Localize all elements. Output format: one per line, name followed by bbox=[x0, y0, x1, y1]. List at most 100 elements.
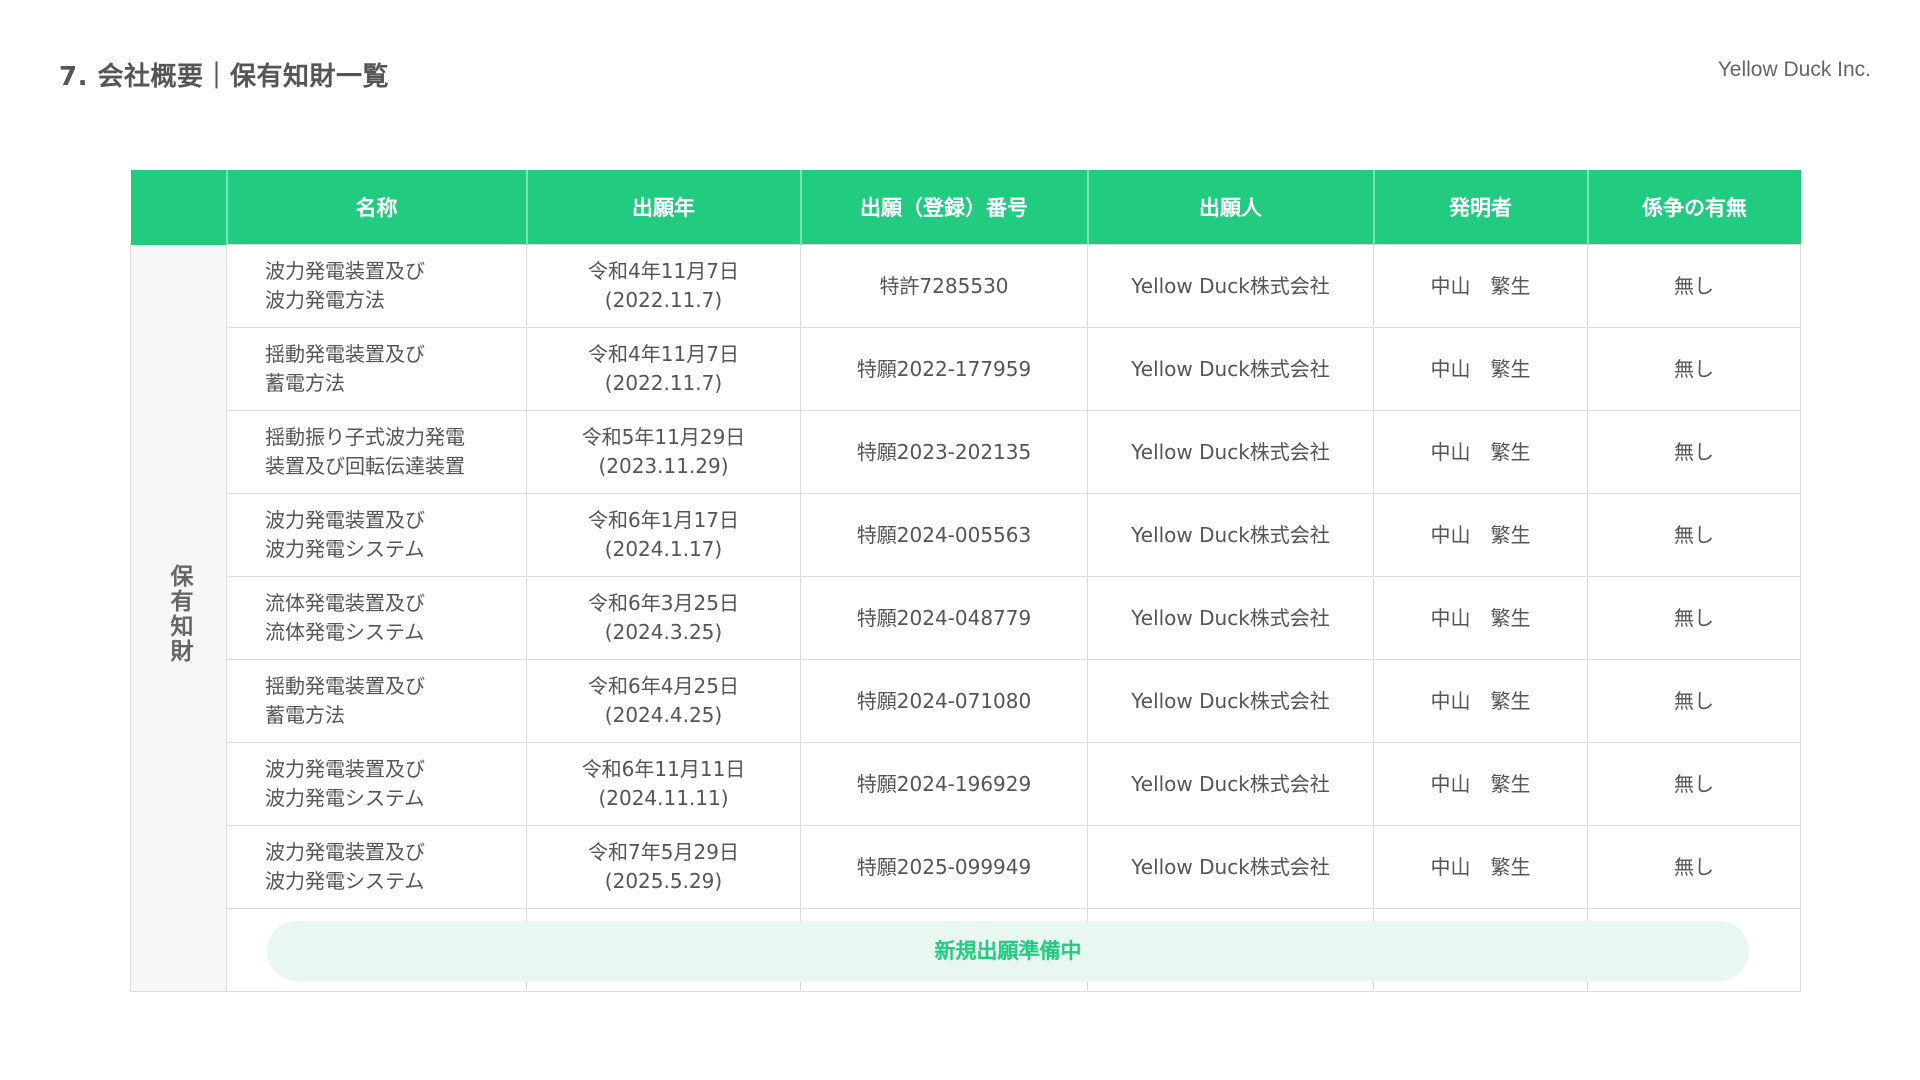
dispute-status: 無し bbox=[1587, 244, 1801, 328]
page-title: 7. 会社概要｜保有知財一覧 bbox=[59, 62, 390, 92]
inventor: 中山 繁生 bbox=[1373, 493, 1588, 577]
inventor: 中山 繁生 bbox=[1373, 659, 1588, 743]
patent-name-line: 揺動発電装置及び bbox=[265, 674, 425, 698]
header-side bbox=[130, 170, 227, 245]
inventor: 中山 繁生 bbox=[1373, 742, 1588, 826]
filing-date-jp: 令和7年5月29日 bbox=[588, 840, 739, 864]
patent-name-line: 波力発電システム bbox=[265, 786, 425, 810]
patent-name: 波力発電装置及び 波力発電方法 bbox=[226, 244, 527, 328]
filing-date-ad: (2022.11.7) bbox=[604, 288, 723, 312]
table-row: 波力発電装置及び 波力発電システム 令和6年1月17日 (2024.1.17) 特願20… bbox=[131, 493, 1801, 577]
applicant: Yellow Duck株式会社 bbox=[1087, 659, 1374, 743]
header-inventor: 発明者 bbox=[1372, 170, 1588, 245]
company-name: Yellow Duck Inc. bbox=[1717, 58, 1871, 81]
header-number: 出願（登録）番号 bbox=[799, 170, 1088, 245]
patent-name-line: 揺動振り子式波力発電 bbox=[265, 425, 465, 449]
filing-date: 令和6年11月11日 (2024.11.11) bbox=[526, 742, 801, 826]
table-header-row: 名称 出願年 出願（登録）番号 出願人 発明者 係争の有無 bbox=[130, 170, 1801, 245]
header-date: 出願年 bbox=[525, 170, 801, 245]
side-label: 保有知財 bbox=[166, 563, 192, 664]
applicant: Yellow Duck株式会社 bbox=[1087, 410, 1374, 494]
patent-name-line: 波力発電装置及び bbox=[265, 840, 425, 864]
filing-date-jp: 令和6年11月11日 bbox=[581, 757, 746, 781]
inventor: 中山 繁生 bbox=[1373, 825, 1588, 909]
filing-date: 令和6年3月25日 (2024.3.25) bbox=[526, 576, 801, 660]
table-row: 揺動発電装置及び 蓄電方法 令和6年4月25日 (2024.4.25) 特願2024-0… bbox=[131, 659, 1801, 743]
application-number: 特許7285530 bbox=[800, 244, 1088, 328]
pending-badge: 新規出願準備中 bbox=[267, 921, 1749, 981]
filing-date-jp: 令和6年4月25日 bbox=[588, 674, 739, 698]
patent-name-line: 蓄電方法 bbox=[265, 371, 345, 395]
patent-name-line: 揺動発電装置及び bbox=[265, 342, 425, 366]
filing-date: 令和5年11月29日 (2023.11.29) bbox=[526, 410, 801, 494]
applicant: Yellow Duck株式会社 bbox=[1087, 825, 1374, 909]
filing-date-ad: (2023.11.29) bbox=[598, 454, 729, 478]
applicant: Yellow Duck株式会社 bbox=[1087, 493, 1374, 577]
patent-name: 揺動発電装置及び 蓄電方法 bbox=[226, 327, 527, 411]
patent-name: 揺動振り子式波力発電 装置及び回転伝達装置 bbox=[226, 410, 527, 494]
patent-name-line: 蓄電方法 bbox=[265, 703, 345, 727]
application-number: 特願2025-099949 bbox=[800, 825, 1088, 909]
filing-date-ad: (2024.1.17) bbox=[604, 537, 723, 561]
filing-date-ad: (2022.11.7) bbox=[604, 371, 723, 395]
table-row: 波力発電装置及び 波力発電システム 令和7年5月29日 (2025.5.29) 特願20… bbox=[131, 825, 1801, 909]
dispute-status: 無し bbox=[1587, 576, 1801, 660]
inventor: 中山 繁生 bbox=[1373, 576, 1588, 660]
patent-name-line: 流体発電装置及び bbox=[265, 591, 425, 615]
patent-name-line: 波力発電装置及び bbox=[265, 508, 425, 532]
side-label-cell: 保有知財 bbox=[130, 244, 227, 992]
applicant: Yellow Duck株式会社 bbox=[1087, 244, 1374, 328]
filing-date-ad: (2024.3.25) bbox=[604, 620, 723, 644]
table-row: 揺動振り子式波力発電 装置及び回転伝達装置 令和5年11月29日 (2023.11.2… bbox=[131, 410, 1801, 494]
filing-date-ad: (2024.11.11) bbox=[598, 786, 729, 810]
filing-date: 令和4年11月7日 (2022.11.7) bbox=[526, 244, 801, 328]
filing-date-jp: 令和4年11月7日 bbox=[588, 342, 739, 366]
patent-name: 揺動発電装置及び 蓄電方法 bbox=[226, 659, 527, 743]
dispute-status: 無し bbox=[1587, 410, 1801, 494]
patent-name: 波力発電装置及び 波力発電システム bbox=[226, 493, 527, 577]
application-number: 特願2024-048779 bbox=[800, 576, 1088, 660]
patent-name: 波力発電装置及び 波力発電システム bbox=[226, 742, 527, 826]
ip-table: 名称 出願年 出願（登録）番号 出願人 発明者 係争の有無 保有知財 波力発電装… bbox=[130, 170, 1801, 992]
dispute-status: 無し bbox=[1587, 825, 1801, 909]
application-number: 特願2022-177959 bbox=[800, 327, 1088, 411]
filing-date-jp: 令和6年3月25日 bbox=[588, 591, 739, 615]
filing-date-ad: (2024.4.25) bbox=[604, 703, 723, 727]
filing-date: 令和6年1月17日 (2024.1.17) bbox=[526, 493, 801, 577]
inventor: 中山 繁生 bbox=[1373, 410, 1588, 494]
filing-date: 令和7年5月29日 (2025.5.29) bbox=[526, 825, 801, 909]
table-row: 波力発電装置及び 波力発電システム 令和6年11月11日 (2024.11.11) 特願… bbox=[131, 742, 1801, 826]
header-applicant: 出願人 bbox=[1086, 170, 1374, 245]
patent-name-line: 波力発電装置及び bbox=[265, 259, 425, 283]
application-number: 特願2023-202135 bbox=[800, 410, 1088, 494]
table-row: 流体発電装置及び 流体発電システム 令和6年3月25日 (2024.3.25) 特願20… bbox=[131, 576, 1801, 660]
patent-name-line: 波力発電装置及び bbox=[265, 757, 425, 781]
patent-name: 波力発電装置及び 波力発電システム bbox=[226, 825, 527, 909]
pending-row: 新規出願準備中 bbox=[131, 908, 1801, 992]
filing-date-ad: (2025.5.29) bbox=[604, 869, 723, 893]
inventor: 中山 繁生 bbox=[1373, 327, 1588, 411]
application-number: 特願2024-071080 bbox=[800, 659, 1088, 743]
applicant: Yellow Duck株式会社 bbox=[1087, 327, 1374, 411]
dispute-status: 無し bbox=[1587, 659, 1801, 743]
filing-date: 令和6年4月25日 (2024.4.25) bbox=[526, 659, 801, 743]
patent-name: 流体発電装置及び 流体発電システム bbox=[226, 576, 527, 660]
application-number: 特願2024-196929 bbox=[800, 742, 1088, 826]
patent-name-line: 流体発電システム bbox=[265, 620, 425, 644]
patent-name-line: 波力発電システム bbox=[265, 537, 425, 561]
dispute-status: 無し bbox=[1587, 742, 1801, 826]
table-row: 保有知財 波力発電装置及び 波力発電方法 令和4年11月7日 (2022.11.7) 特… bbox=[130, 244, 1801, 992]
inventor: 中山 繁生 bbox=[1373, 244, 1588, 328]
application-number: 特願2024-005563 bbox=[800, 493, 1088, 577]
dispute-status: 無し bbox=[1587, 493, 1801, 577]
filing-date-jp: 令和6年1月17日 bbox=[588, 508, 739, 532]
table-row: 揺動発電装置及び 蓄電方法 令和4年11月7日 (2022.11.7) 特願2022-1… bbox=[131, 327, 1801, 411]
filing-date: 令和4年11月7日 (2022.11.7) bbox=[526, 327, 801, 411]
filing-date-jp: 令和4年11月7日 bbox=[588, 259, 739, 283]
patent-name-line: 装置及び回転伝達装置 bbox=[265, 454, 465, 478]
dispute-status: 無し bbox=[1587, 327, 1801, 411]
header-name: 名称 bbox=[225, 170, 527, 245]
patent-name-line: 波力発電システム bbox=[265, 869, 425, 893]
header-dispute: 係争の有無 bbox=[1586, 170, 1801, 245]
pending-cell: 新規出願準備中 bbox=[226, 908, 1749, 992]
